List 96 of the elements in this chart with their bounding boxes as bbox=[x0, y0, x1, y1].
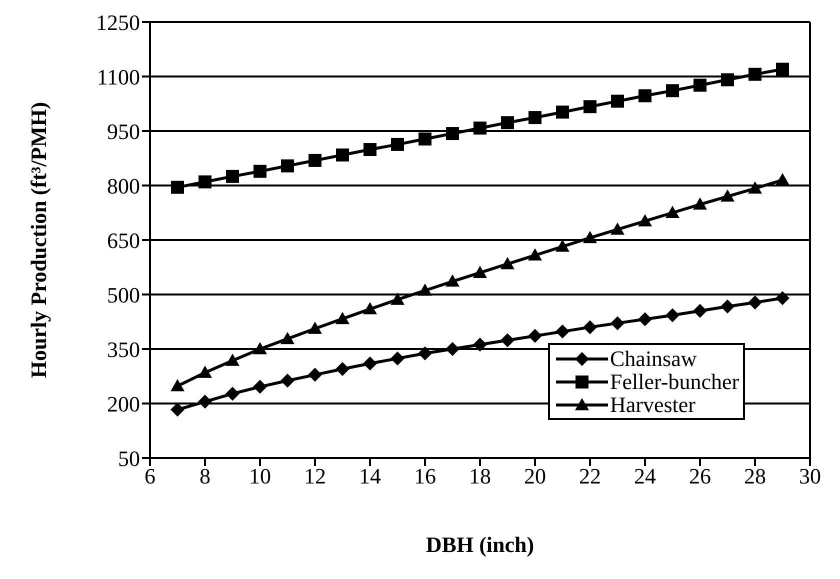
point bbox=[583, 230, 597, 244]
point bbox=[776, 62, 789, 76]
y-tick-label: 950 bbox=[107, 118, 140, 144]
y-tick-label: 500 bbox=[107, 282, 140, 308]
point bbox=[363, 356, 377, 371]
point bbox=[253, 342, 267, 354]
point bbox=[198, 394, 212, 409]
x-tick-label: 14 bbox=[359, 464, 381, 489]
y-tick-label: 1100 bbox=[96, 64, 140, 90]
point bbox=[556, 324, 570, 339]
point bbox=[776, 291, 790, 306]
point bbox=[528, 248, 542, 261]
point bbox=[473, 338, 487, 352]
point bbox=[694, 78, 706, 92]
x-tick-label: 30 bbox=[799, 464, 821, 489]
x-tick-label: 28 bbox=[744, 464, 766, 489]
point bbox=[638, 312, 652, 326]
point bbox=[446, 274, 460, 287]
y-tick-label: 1250 bbox=[96, 10, 140, 35]
point bbox=[610, 316, 624, 330]
point bbox=[473, 266, 487, 278]
point bbox=[556, 240, 570, 252]
legend-label: Harvester bbox=[610, 392, 696, 417]
point bbox=[336, 362, 350, 376]
x-tick-label: 22 bbox=[579, 464, 601, 489]
point bbox=[693, 197, 707, 210]
point bbox=[611, 94, 624, 108]
point bbox=[391, 138, 404, 151]
point bbox=[390, 351, 404, 366]
x-tick-label: 10 bbox=[249, 464, 271, 489]
point bbox=[584, 100, 596, 114]
point bbox=[721, 73, 734, 86]
point bbox=[748, 295, 762, 310]
legend-label: Chainsaw bbox=[610, 346, 697, 371]
point bbox=[308, 154, 322, 167]
y-tick-label: 350 bbox=[107, 336, 140, 362]
point bbox=[556, 106, 569, 119]
y-axis-title: Hourly Production (ft³/PMH) bbox=[26, 102, 51, 378]
x-tick-label: 26 bbox=[689, 464, 711, 489]
point bbox=[666, 206, 680, 218]
x-tick-label: 20 bbox=[524, 464, 546, 489]
point bbox=[528, 328, 542, 343]
point bbox=[170, 379, 184, 392]
x-tick-label: 6 bbox=[144, 464, 156, 489]
point bbox=[390, 292, 404, 305]
point bbox=[253, 380, 267, 394]
point bbox=[226, 354, 240, 366]
x-tick-label: 18 bbox=[469, 464, 491, 489]
x-tick-label: 24 bbox=[634, 464, 656, 489]
point bbox=[364, 143, 376, 156]
y-tick-label: 50 bbox=[118, 446, 140, 471]
point bbox=[528, 111, 542, 124]
point bbox=[336, 312, 350, 324]
x-tick-label: 8 bbox=[200, 464, 210, 489]
point bbox=[748, 68, 762, 81]
point bbox=[280, 374, 294, 388]
point bbox=[281, 159, 294, 172]
point bbox=[720, 189, 734, 202]
point bbox=[720, 299, 734, 314]
y-tick-label: 800 bbox=[107, 173, 140, 198]
point bbox=[171, 180, 184, 194]
point bbox=[254, 164, 266, 178]
x-tick-label: 12 bbox=[304, 464, 326, 489]
point bbox=[500, 333, 514, 348]
point bbox=[748, 181, 762, 194]
point bbox=[776, 173, 790, 186]
point bbox=[446, 342, 460, 356]
point bbox=[666, 308, 680, 322]
point bbox=[610, 222, 624, 235]
point bbox=[446, 127, 459, 140]
point bbox=[363, 302, 377, 314]
point bbox=[308, 322, 322, 334]
x-axis-title: DBH (inch) bbox=[426, 532, 534, 557]
point bbox=[474, 122, 486, 135]
y-tick-label: 200 bbox=[107, 391, 140, 416]
point bbox=[500, 256, 514, 270]
point bbox=[418, 346, 432, 360]
y-tick-label: 650 bbox=[107, 228, 140, 253]
point bbox=[693, 304, 707, 318]
point bbox=[198, 175, 212, 188]
point bbox=[170, 402, 184, 417]
point bbox=[198, 366, 212, 378]
legend-label: Feller-buncher bbox=[610, 369, 740, 394]
point bbox=[638, 214, 652, 226]
point bbox=[336, 148, 349, 162]
point bbox=[501, 116, 514, 130]
point bbox=[418, 132, 432, 146]
point bbox=[308, 368, 322, 382]
x-tick-label: 16 bbox=[414, 464, 436, 489]
point bbox=[226, 170, 239, 183]
point bbox=[583, 320, 597, 334]
point bbox=[418, 284, 432, 296]
point bbox=[666, 84, 679, 98]
point bbox=[280, 332, 294, 344]
point bbox=[226, 386, 240, 401]
point bbox=[638, 89, 652, 102]
